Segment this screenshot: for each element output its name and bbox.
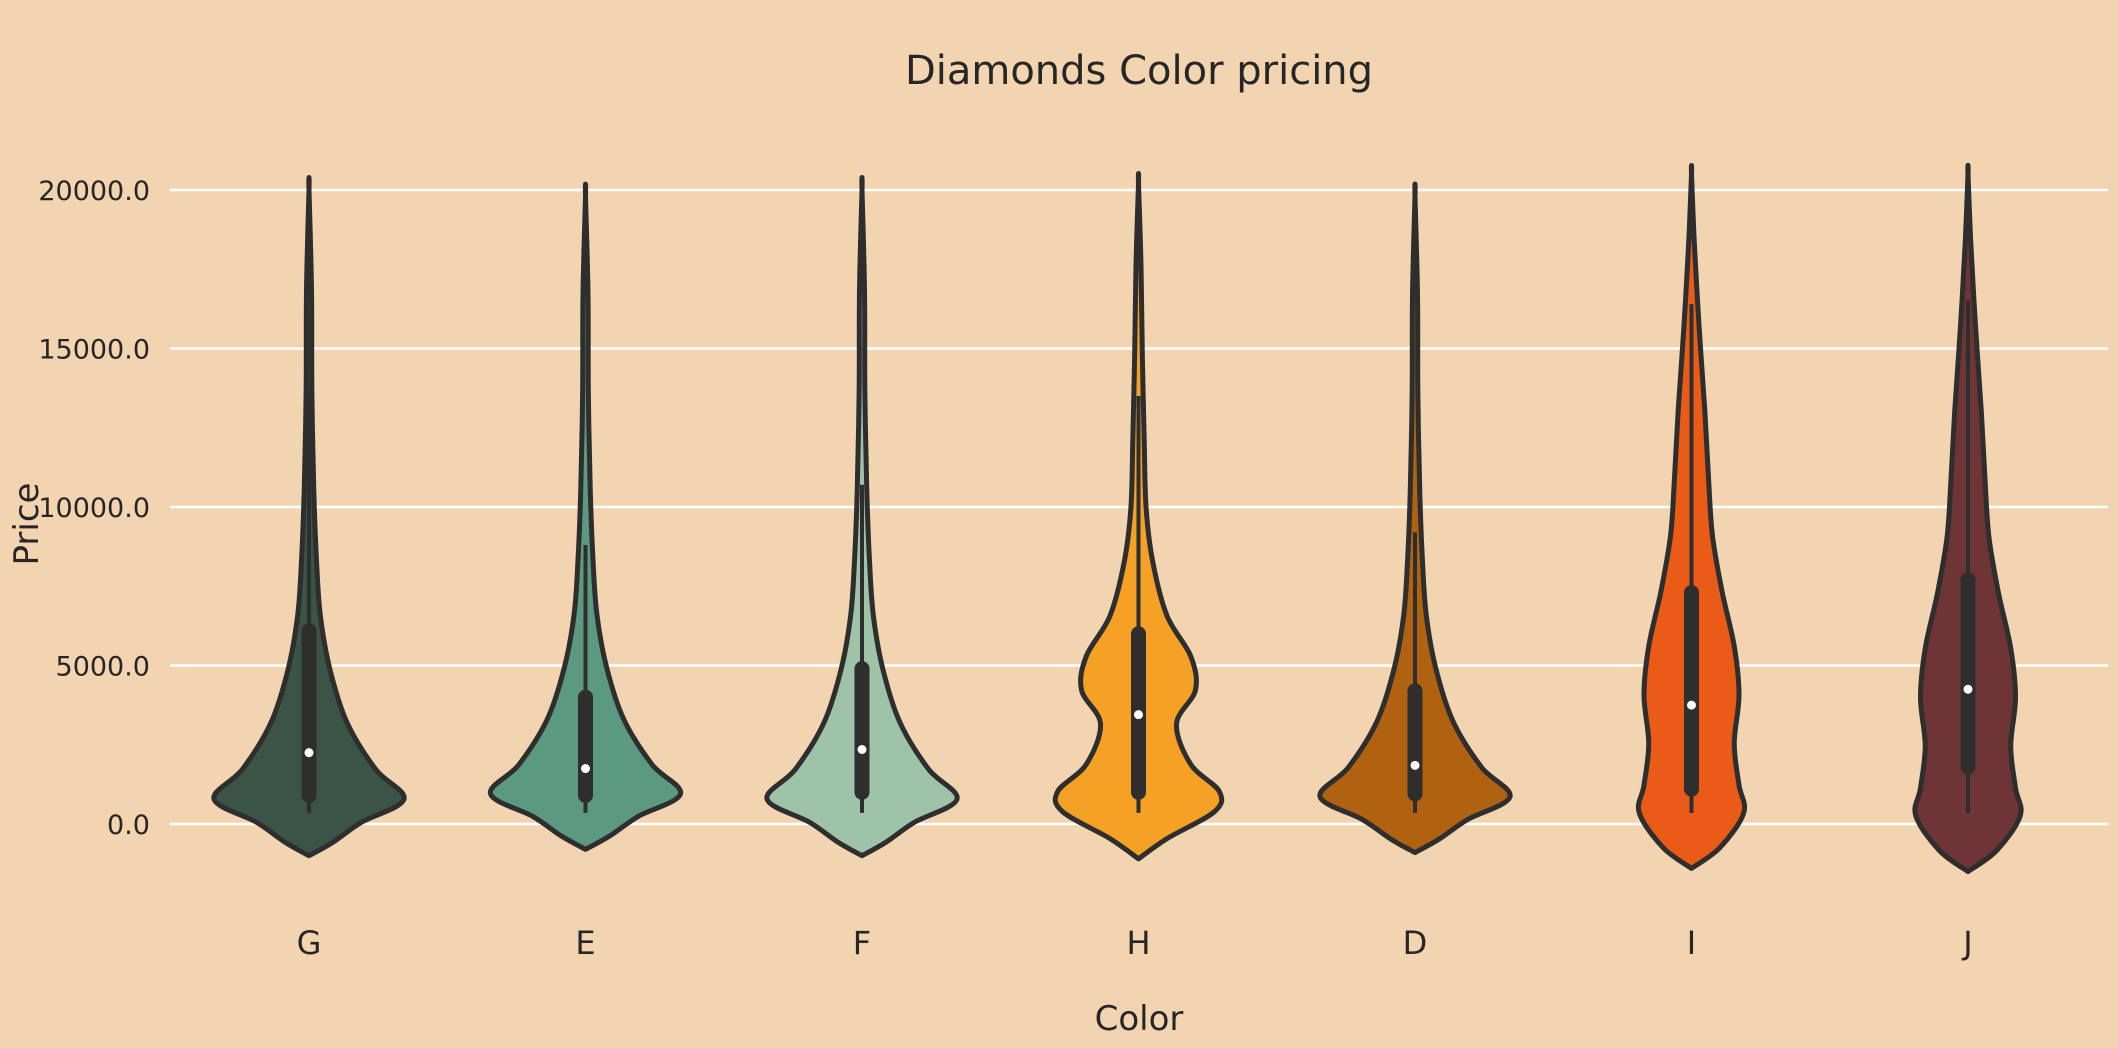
median-I [1687,700,1696,710]
y-tick-label: 0.0 [107,810,150,841]
x-tick-label: H [1126,924,1150,962]
violins [211,162,2024,875]
y-tick-labels: 0.0 5000.0 10000.0 15000.0 20000.0 [38,176,150,841]
violin-D [1317,181,1513,856]
chart-title: Diamonds Color pricing [905,48,1373,94]
median-J [1963,684,1973,694]
median-G [304,748,314,758]
y-tick-label: 5000.0 [56,652,150,683]
median-F [857,745,867,755]
y-axis-label: Price [7,483,47,566]
median-H [1134,710,1143,720]
y-tick-label: 15000.0 [38,335,150,366]
x-tick-label: J [1961,924,1972,962]
y-tick-label: 10000.0 [38,493,150,524]
median-D [1410,760,1420,770]
y-tick-label: 20000.0 [38,176,150,207]
x-tick-label: E [575,924,595,962]
violin-E [487,181,684,852]
x-tick-label: D [1403,924,1428,962]
x-tick-label: F [853,924,871,962]
x-axis-label: Color [1095,999,1184,1039]
x-tick-label: G [297,924,322,962]
median-E [581,764,590,774]
x-tick-label: I [1687,924,1696,962]
